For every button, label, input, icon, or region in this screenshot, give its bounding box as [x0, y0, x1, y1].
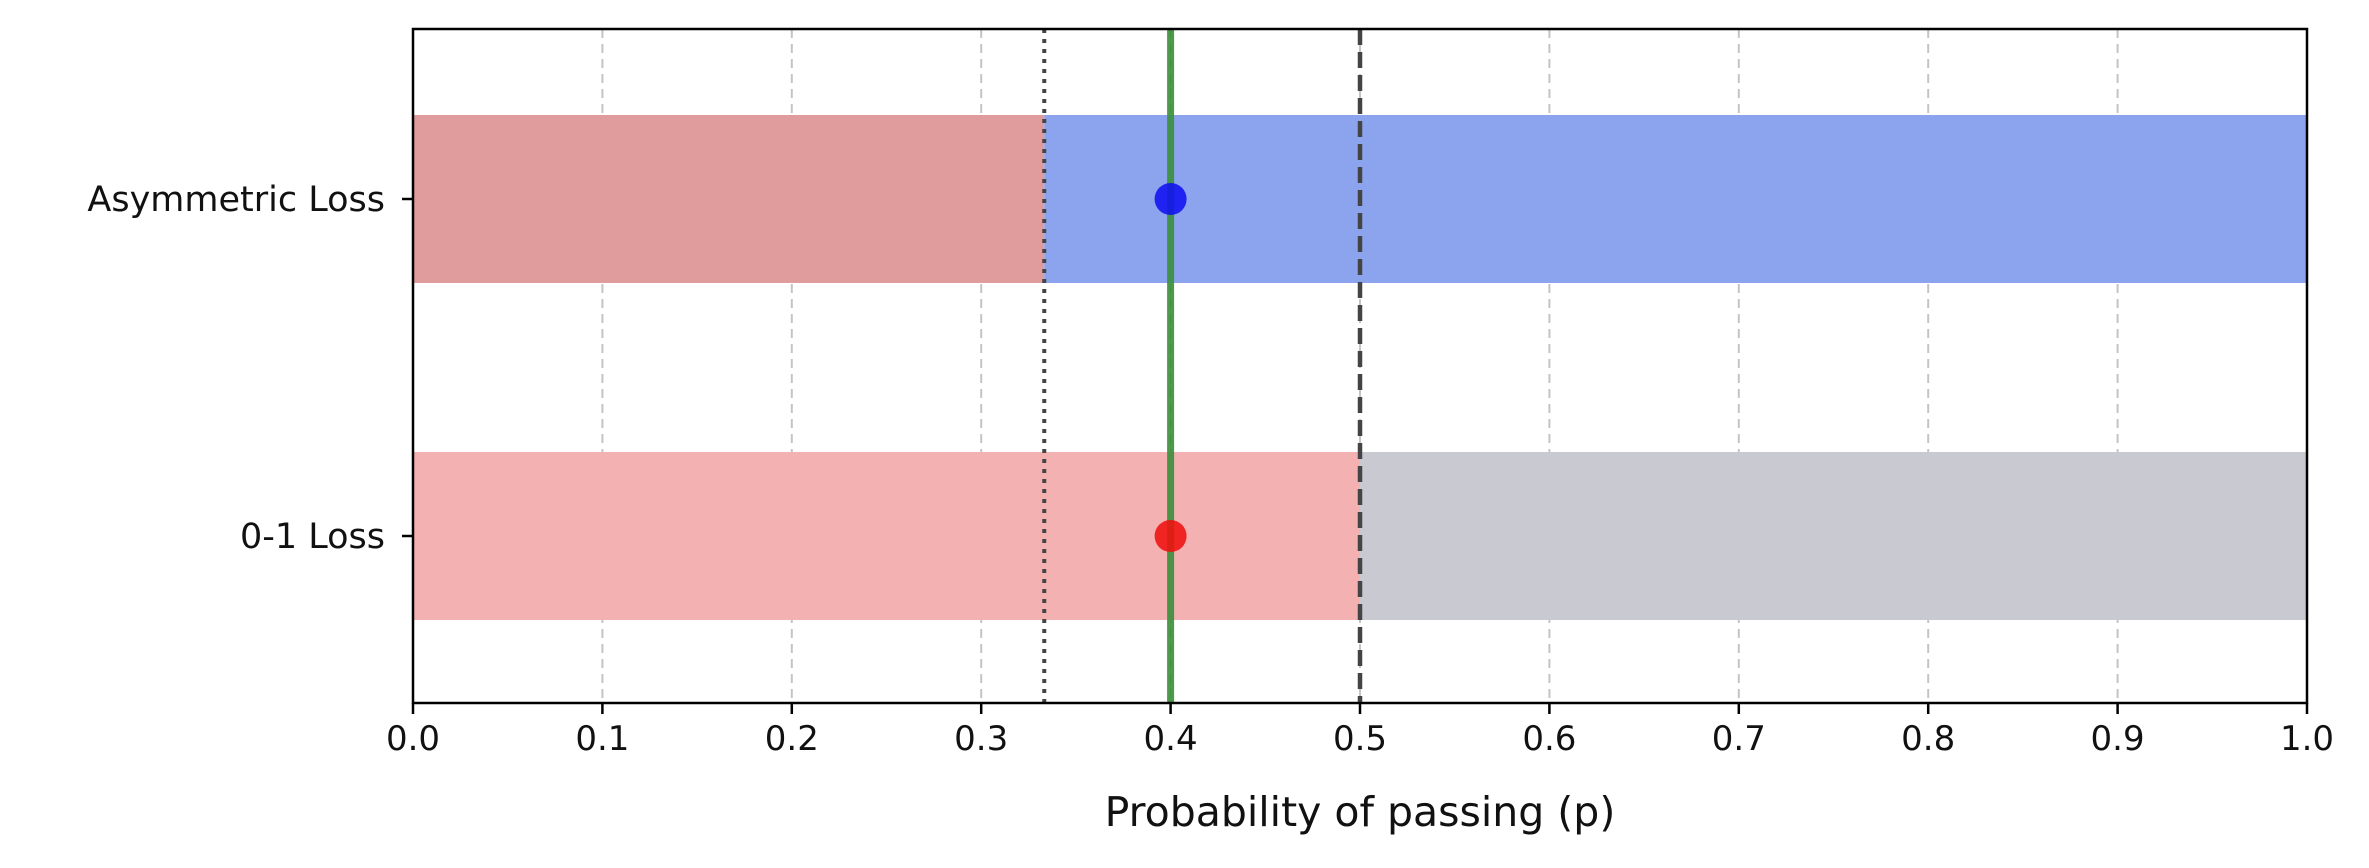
x-tick-label: 0.9 [2091, 719, 2145, 759]
x-tick-label: 0.0 [386, 719, 440, 759]
x-tick-label: 0.1 [575, 719, 629, 759]
point-layer [1154, 183, 1187, 552]
y-tick-label: Asymmetric Loss [87, 180, 385, 220]
bar-segment [413, 452, 1360, 620]
x-tick-label: 0.5 [1333, 719, 1387, 759]
data-point [1154, 520, 1187, 552]
bar-segment [1360, 452, 2307, 620]
bar-layer [413, 115, 2307, 620]
x-tick-label: 0.7 [1712, 719, 1766, 759]
reference-line-layer [1042, 29, 1363, 703]
x-tick-label: 0.2 [765, 719, 819, 759]
x-tick-label: 1.0 [2280, 719, 2334, 759]
x-tick-label: 0.3 [954, 719, 1008, 759]
x-axis-label: Probability of passing (p) [1105, 788, 1616, 836]
tick-layer: 0.0 0.1 0.2 0.3 0.4 0.5 0.6 0.7 0.8 0.9 1.0 Asymmet… [87, 180, 2334, 759]
bar-segment [413, 115, 1045, 283]
x-tick-label: 0.8 [1901, 719, 1955, 759]
bar-segment [1044, 115, 2307, 283]
data-point [1154, 183, 1187, 215]
x-tick-label: 0.4 [1144, 719, 1198, 759]
x-tick-label: 0.6 [1522, 719, 1576, 759]
y-tick-label: 0-1 Loss [240, 517, 385, 557]
